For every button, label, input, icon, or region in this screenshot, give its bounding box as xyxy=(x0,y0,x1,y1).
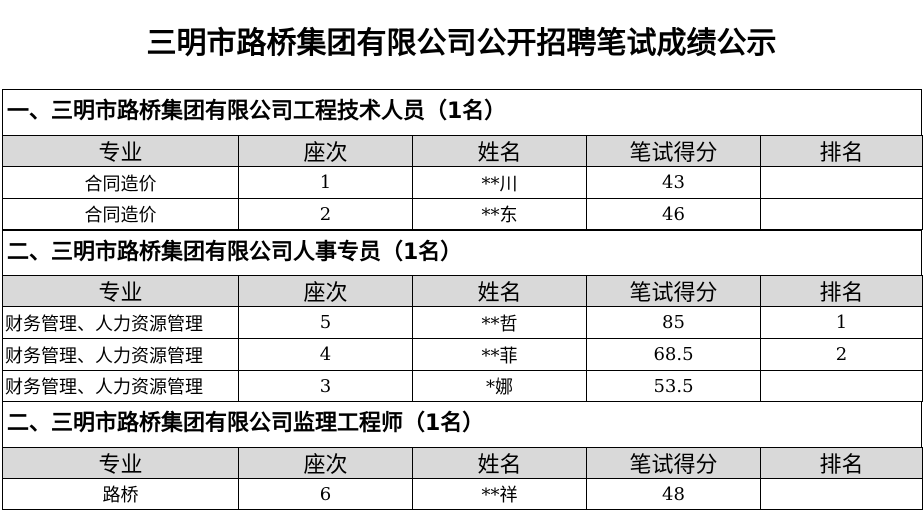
table-cell: 财务管理、人力资源管理 xyxy=(2,371,238,401)
header-row: 专业 座次 姓名 笔试得分 排名 xyxy=(2,135,923,166)
table-cell: *娜 xyxy=(412,371,586,401)
section-heading: 一、三明市路桥集团有限公司工程技术人员（1名） xyxy=(2,89,922,135)
column-header: 专业 xyxy=(2,136,238,166)
header-row: 专业 座次 姓名 笔试得分 排名 xyxy=(2,447,923,478)
table-row: 合同造价 2 **东 46 xyxy=(2,198,923,230)
table-row: 财务管理、人力资源管理 3 *娜 53.5 xyxy=(2,370,923,402)
column-header: 排名 xyxy=(760,276,923,306)
table-row: 路桥 6 **祥 48 xyxy=(2,478,923,510)
table-cell: 1 xyxy=(238,167,412,198)
column-header: 笔试得分 xyxy=(586,448,760,478)
table-row: 财务管理、人力资源管理 4 **菲 68.5 2 xyxy=(2,338,923,370)
table-cell: 6 xyxy=(238,479,412,509)
table-cell: 合同造价 xyxy=(2,167,238,198)
table-cell xyxy=(760,167,923,198)
table-cell: 路桥 xyxy=(2,479,238,509)
column-header: 座次 xyxy=(238,136,412,166)
column-header: 座次 xyxy=(238,448,412,478)
table-cell: **祥 xyxy=(412,479,586,509)
column-header: 排名 xyxy=(760,448,923,478)
table-cell: **东 xyxy=(412,199,586,229)
table-row: 合同造价 1 **川 43 xyxy=(2,166,923,198)
table-cell: 43 xyxy=(586,167,760,198)
table-cell: 合同造价 xyxy=(2,199,238,229)
section-heading: 二、三明市路桥集团有限公司监理工程师（1名） xyxy=(2,401,922,447)
table-cell: 5 xyxy=(238,307,412,338)
table-row: 财务管理、人力资源管理 5 **哲 85 1 xyxy=(2,306,923,338)
column-header: 姓名 xyxy=(412,136,586,166)
table-cell: 46 xyxy=(586,199,760,229)
table-cell xyxy=(760,199,923,229)
table-cell: 3 xyxy=(238,371,412,401)
table-cell: 85 xyxy=(586,307,760,338)
column-header: 座次 xyxy=(238,276,412,306)
table-cell: 48 xyxy=(586,479,760,509)
table-cell: 53.5 xyxy=(586,371,760,401)
table-cell: **菲 xyxy=(412,339,586,370)
section-heading: 二、三明市路桥集团有限公司人事专员（1名） xyxy=(2,230,922,275)
table-cell: 财务管理、人力资源管理 xyxy=(2,339,238,370)
column-header: 笔试得分 xyxy=(586,136,760,166)
column-header: 姓名 xyxy=(412,448,586,478)
column-header: 笔试得分 xyxy=(586,276,760,306)
column-header: 专业 xyxy=(2,276,238,306)
table-cell: 1 xyxy=(760,307,923,338)
table-cell xyxy=(760,371,923,401)
column-header: 姓名 xyxy=(412,276,586,306)
table-cell: 68.5 xyxy=(586,339,760,370)
column-header: 专业 xyxy=(2,448,238,478)
table-cell: **哲 xyxy=(412,307,586,338)
table-cell: 2 xyxy=(760,339,923,370)
page-title: 三明市路桥集团有限公司公开招聘笔试成绩公示 xyxy=(146,26,777,61)
table-cell: 4 xyxy=(238,339,412,370)
table-cell: 2 xyxy=(238,199,412,229)
column-header: 排名 xyxy=(760,136,923,166)
table-cell: **川 xyxy=(412,167,586,198)
table-cell: 财务管理、人力资源管理 xyxy=(2,307,238,338)
header-row: 专业 座次 姓名 笔试得分 排名 xyxy=(2,275,923,306)
table-cell xyxy=(760,479,923,509)
